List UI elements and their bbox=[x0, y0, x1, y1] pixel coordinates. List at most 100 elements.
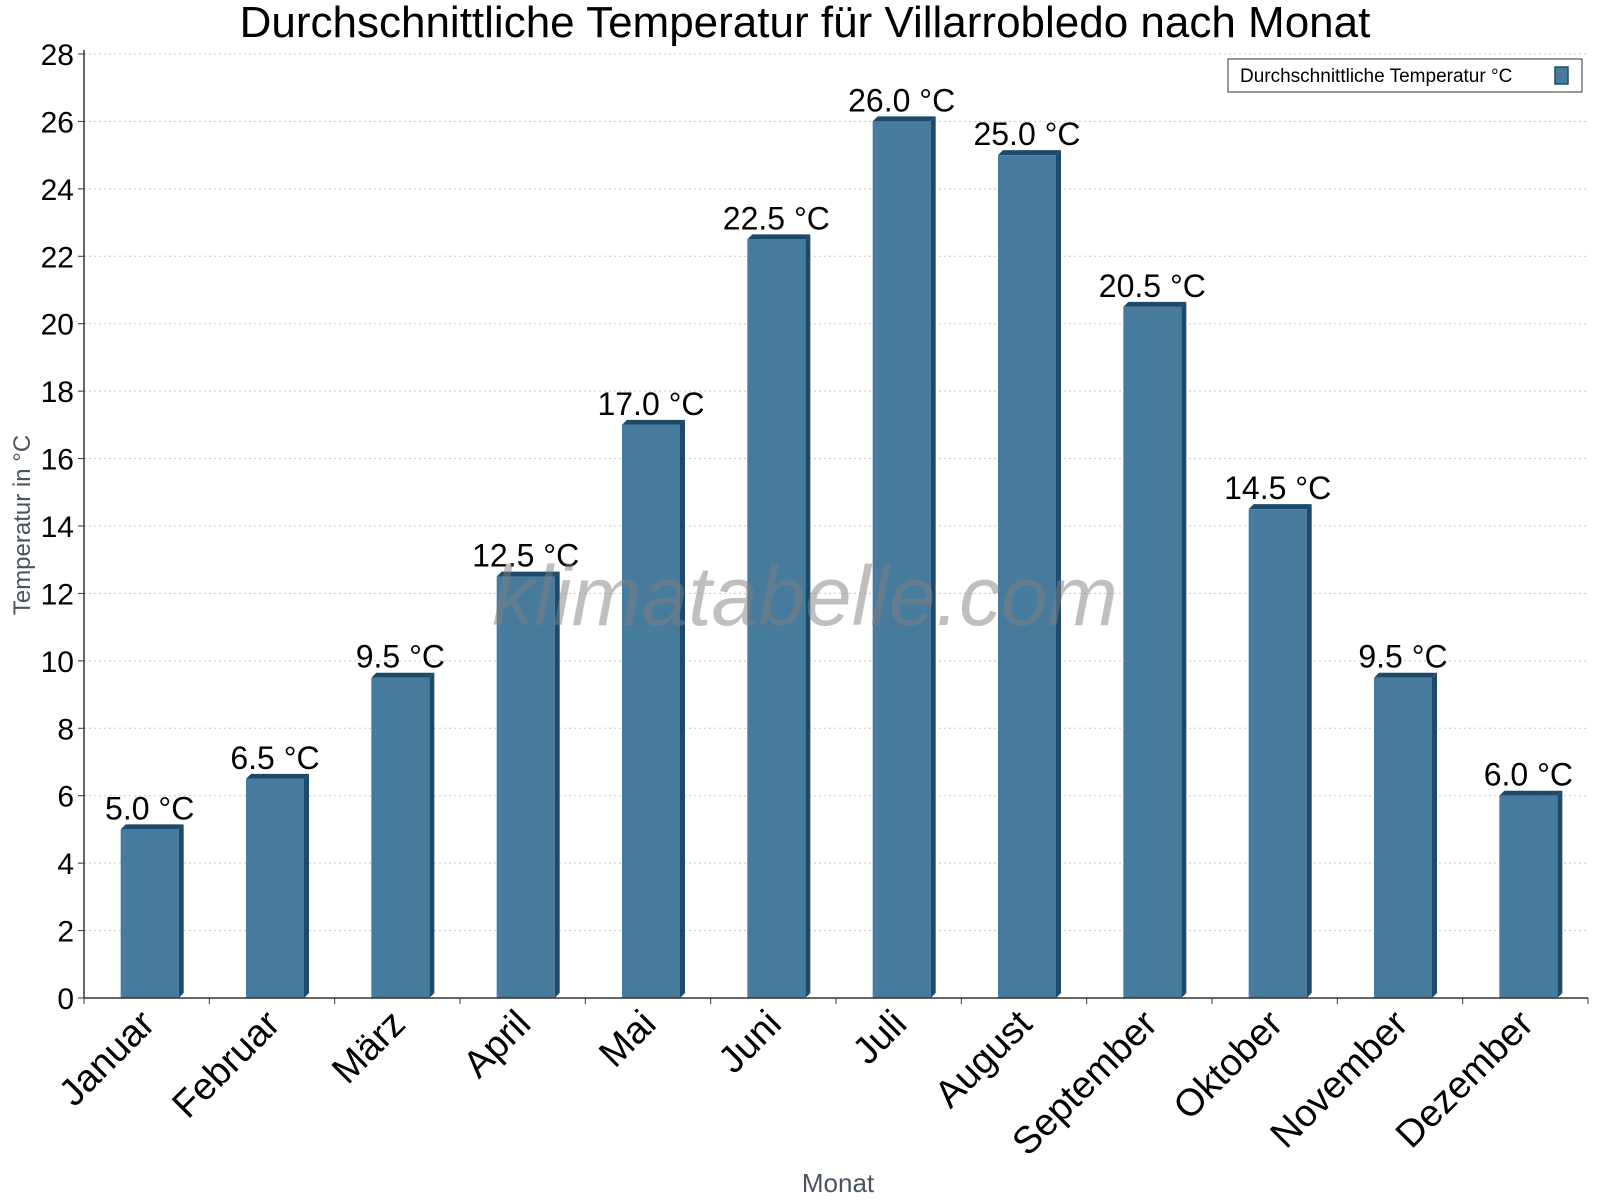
bar bbox=[120, 824, 184, 998]
bar-face bbox=[371, 677, 430, 998]
bar-side bbox=[1306, 504, 1312, 998]
bar-face bbox=[622, 424, 680, 998]
x-tick-label: Januar bbox=[51, 1002, 163, 1114]
bar-face bbox=[1374, 677, 1432, 998]
bar-top bbox=[1499, 790, 1563, 796]
data-label: 17.0 °C bbox=[597, 386, 704, 422]
bar-top bbox=[371, 672, 435, 678]
bar-face bbox=[1123, 306, 1182, 998]
bars bbox=[120, 116, 1563, 999]
bar-face bbox=[496, 576, 555, 998]
x-tick-label: Mai bbox=[591, 1003, 664, 1076]
bar-side bbox=[1557, 790, 1563, 998]
y-tick-label: 28 bbox=[41, 39, 74, 72]
bar-top bbox=[622, 419, 685, 425]
bar-top bbox=[1248, 504, 1312, 510]
y-tick-label: 10 bbox=[41, 646, 74, 679]
data-label: 26.0 °C bbox=[848, 82, 955, 118]
bar-side bbox=[429, 672, 435, 998]
bar-face bbox=[747, 239, 806, 998]
y-tick-label: 14 bbox=[41, 511, 74, 544]
bar-top bbox=[1374, 672, 1437, 678]
x-tick-label: Juni bbox=[711, 1003, 790, 1082]
bar-face bbox=[998, 155, 1056, 999]
x-axis-label: Monat bbox=[802, 1168, 875, 1198]
x-tick-label: Juli bbox=[845, 1003, 915, 1073]
watermark: klimatabelle.com bbox=[492, 549, 1118, 643]
data-label: 9.5 °C bbox=[1358, 639, 1447, 675]
y-tick-label: 24 bbox=[41, 174, 74, 207]
bar bbox=[371, 672, 435, 998]
data-labels: 5.0 °C 6.5 °C 9.5 °C 12.5 °C 17.0 °C 22.5 °C 2… bbox=[105, 82, 1573, 826]
y-tick-label: 6 bbox=[57, 781, 74, 814]
x-tick-label: Februar bbox=[165, 1002, 289, 1126]
bar-side bbox=[178, 824, 184, 998]
bar bbox=[747, 234, 811, 998]
data-label: 6.5 °C bbox=[230, 740, 319, 776]
bar-top bbox=[120, 824, 184, 830]
bar-top bbox=[1123, 301, 1187, 307]
y-tick-label: 12 bbox=[41, 578, 74, 611]
bar bbox=[622, 419, 685, 998]
y-tick-label: 20 bbox=[41, 309, 74, 342]
x-tick-label: August bbox=[927, 1002, 1041, 1116]
bar bbox=[998, 150, 1061, 999]
y-tick-label: 8 bbox=[57, 713, 74, 746]
bar-face bbox=[120, 829, 179, 998]
data-label: 22.5 °C bbox=[723, 200, 830, 236]
bar bbox=[1248, 504, 1312, 998]
data-label: 5.0 °C bbox=[105, 790, 194, 826]
x-tick-label: April bbox=[456, 1003, 539, 1086]
bar-side bbox=[304, 773, 309, 998]
data-label: 14.5 °C bbox=[1224, 470, 1331, 506]
bar bbox=[1499, 790, 1563, 998]
legend: Durchschnittliche Temperatur °C bbox=[1227, 58, 1583, 93]
bar-top bbox=[872, 116, 936, 122]
data-label: 9.5 °C bbox=[356, 639, 445, 675]
legend-swatch bbox=[1554, 66, 1569, 85]
bar-top bbox=[246, 773, 309, 779]
y-tick-label: 16 bbox=[41, 444, 74, 477]
x-tick-label: Oktober bbox=[1166, 1002, 1292, 1128]
chart-title: Durchschnittliche Temperatur für Villarr… bbox=[240, 0, 1371, 47]
y-tick-label: 22 bbox=[41, 241, 74, 274]
bar bbox=[1123, 301, 1187, 998]
bar-side bbox=[805, 234, 811, 998]
data-label: 6.0 °C bbox=[1484, 757, 1573, 793]
gridlines bbox=[84, 53, 1588, 932]
y-tick-label: 0 bbox=[57, 983, 74, 1016]
bar-side bbox=[554, 571, 560, 998]
bar-top bbox=[747, 234, 811, 240]
bar bbox=[872, 116, 936, 998]
y-axis-label: Temperatur in °C bbox=[9, 435, 36, 615]
x-tick-label: März bbox=[324, 1003, 413, 1092]
y-tick-label: 2 bbox=[57, 916, 74, 949]
data-label: 12.5 °C bbox=[472, 538, 579, 574]
y-tick-label: 4 bbox=[57, 848, 74, 881]
legend-label: Durchschnittliche Temperatur °C bbox=[1240, 66, 1512, 87]
bar-top bbox=[998, 150, 1061, 156]
bar-side bbox=[930, 116, 936, 998]
bar-face bbox=[1248, 509, 1307, 998]
x-tick-label: Dezember bbox=[1388, 1002, 1542, 1156]
bar bbox=[1374, 672, 1437, 998]
bar-face bbox=[246, 778, 304, 998]
bar-face bbox=[872, 121, 931, 998]
bar-side bbox=[1056, 150, 1061, 999]
axes bbox=[78, 50, 1589, 1004]
bar-top bbox=[496, 571, 560, 577]
data-label: 20.5 °C bbox=[1099, 268, 1206, 304]
bar-side bbox=[1181, 301, 1187, 998]
bar-side bbox=[1432, 672, 1437, 998]
y-tick-label: 18 bbox=[41, 376, 74, 409]
bar bbox=[246, 773, 309, 998]
legend-box bbox=[1227, 58, 1583, 93]
y-tick-label: 26 bbox=[41, 106, 74, 139]
bar bbox=[496, 571, 560, 998]
data-label: 25.0 °C bbox=[973, 116, 1080, 152]
x-axis-ticks: Januar Februar März April Mai Juni Juli AugustS… bbox=[51, 1002, 1542, 1163]
bar-side bbox=[680, 419, 685, 998]
bar-face bbox=[1499, 795, 1558, 998]
